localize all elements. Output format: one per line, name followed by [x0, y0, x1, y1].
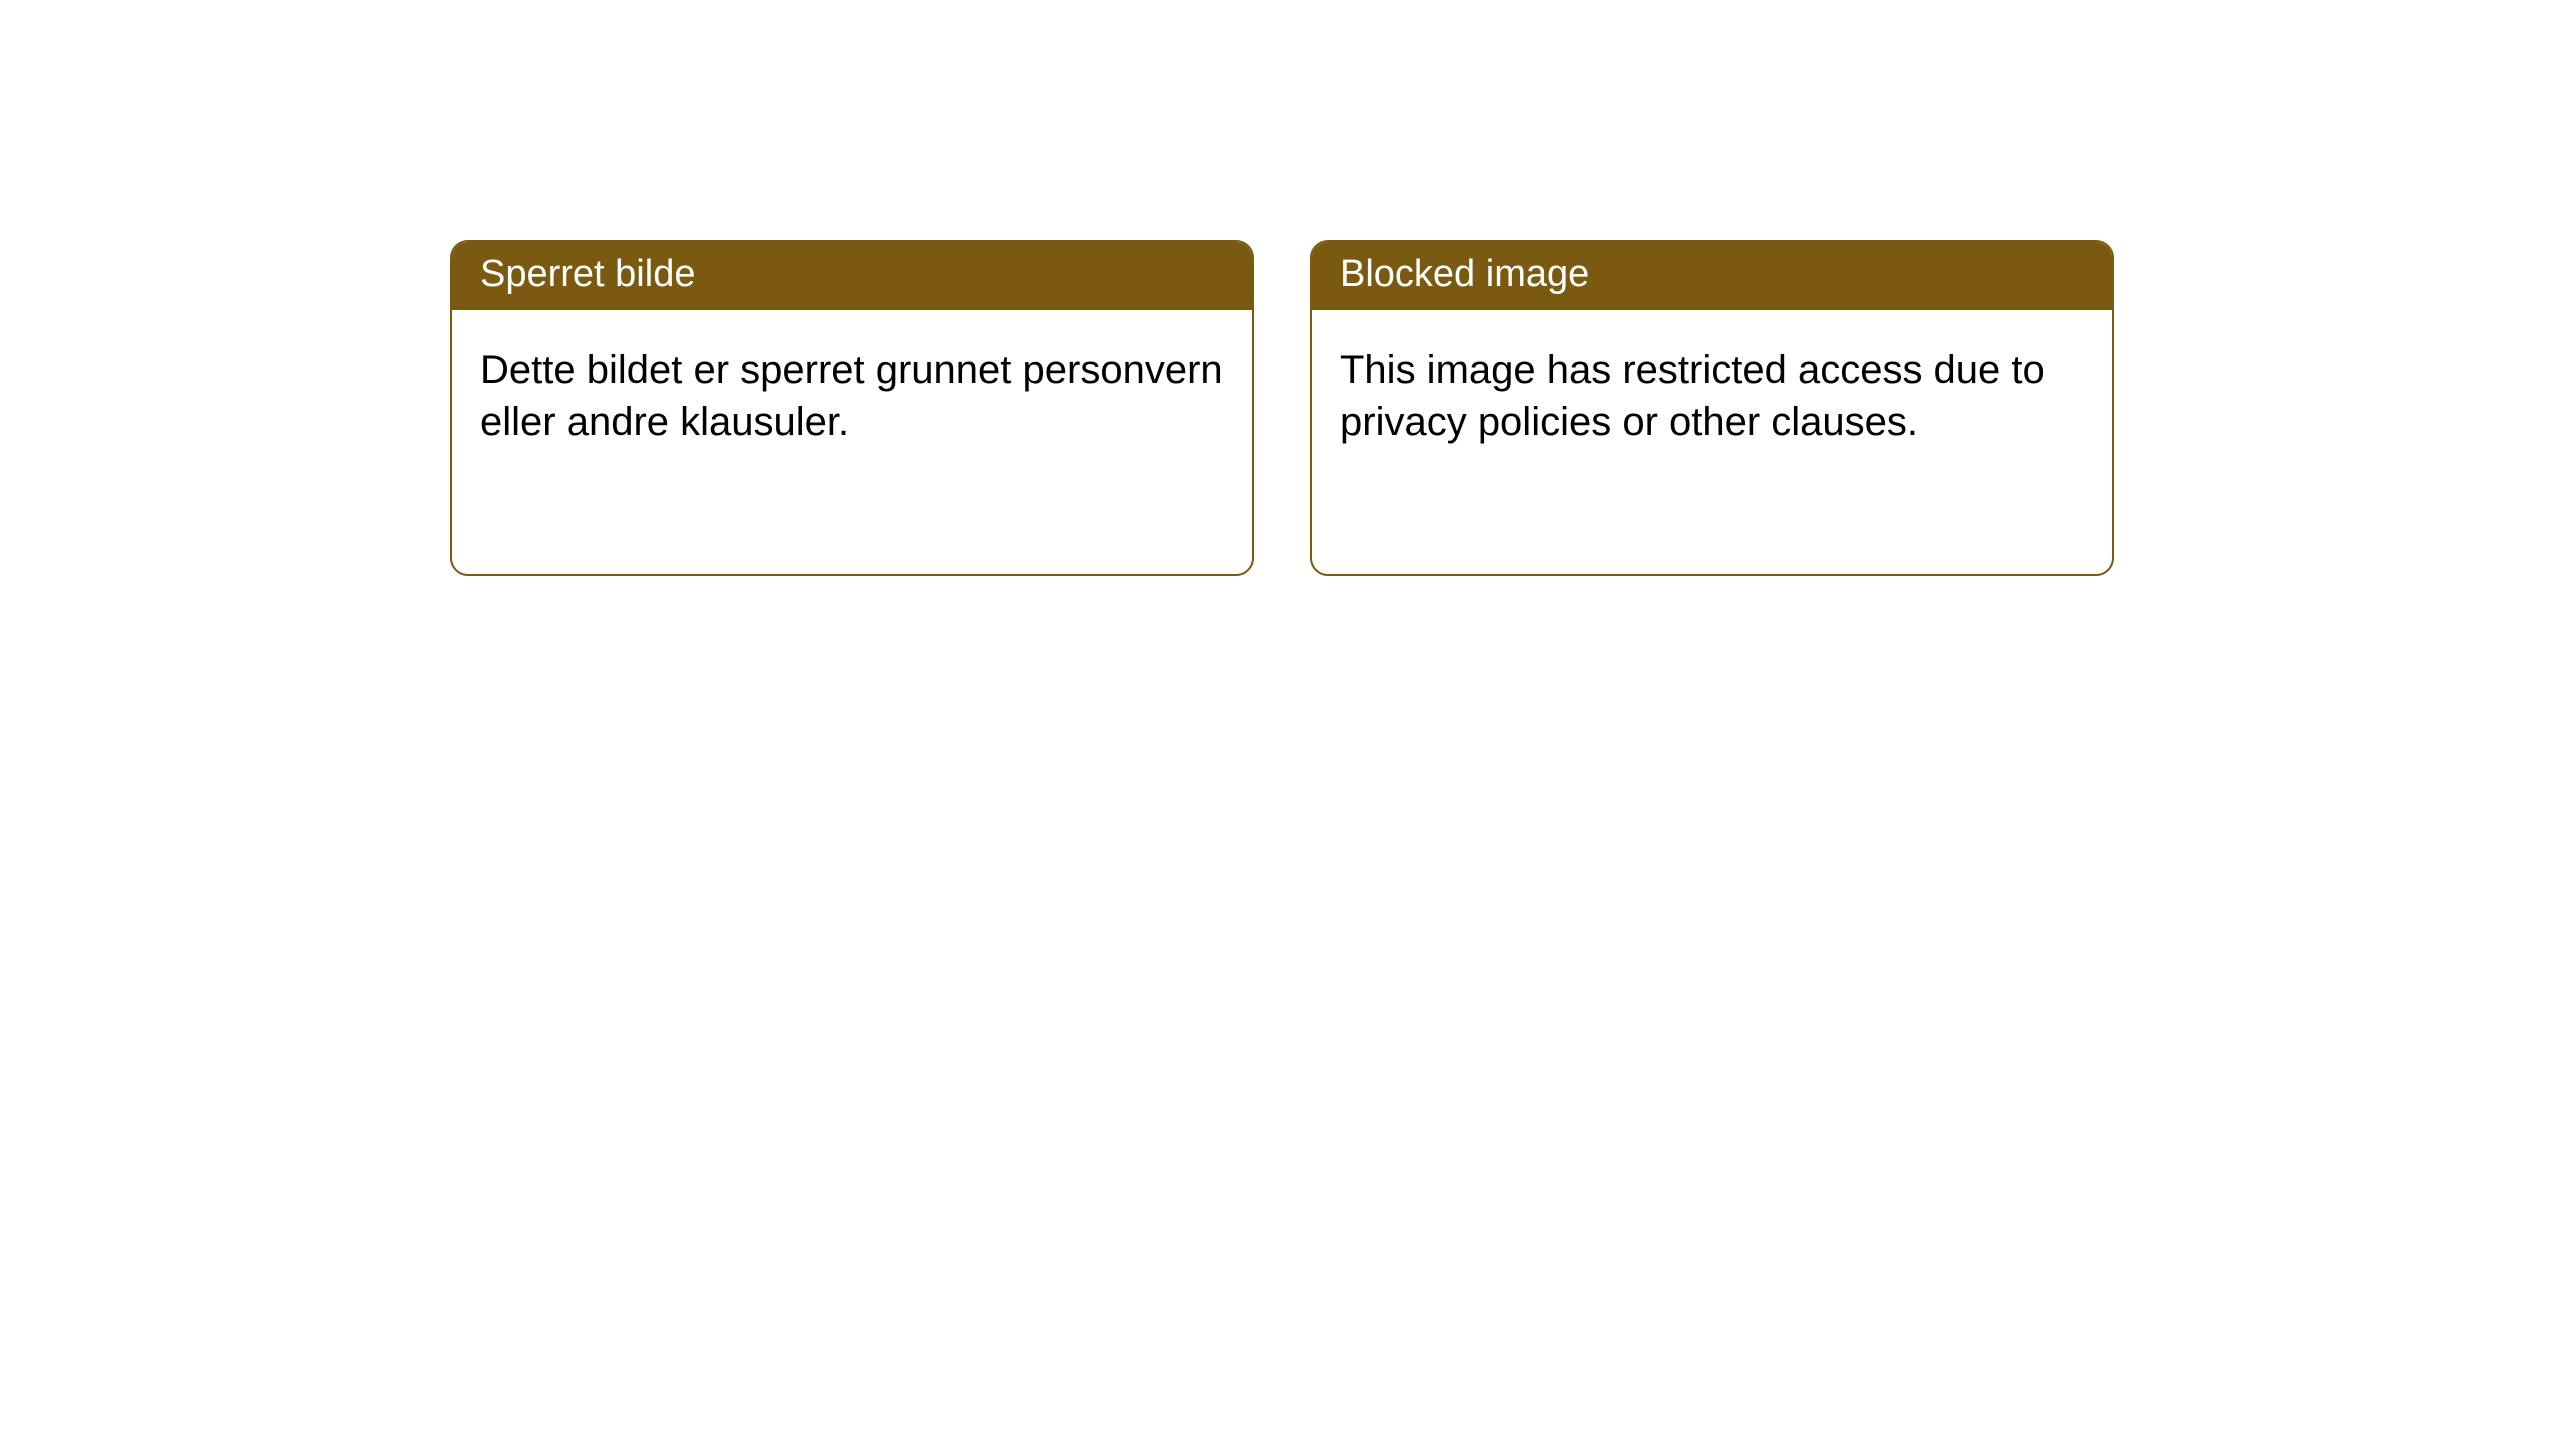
- panel-header-en: Blocked image: [1312, 242, 2112, 310]
- panel-body-no: Dette bildet er sperret grunnet personve…: [452, 310, 1252, 476]
- panels-container: Sperret bilde Dette bildet er sperret gr…: [450, 240, 2114, 576]
- blocked-image-panel-no: Sperret bilde Dette bildet er sperret gr…: [450, 240, 1254, 576]
- panel-header-no: Sperret bilde: [452, 242, 1252, 310]
- panel-body-en: This image has restricted access due to …: [1312, 310, 2112, 476]
- blocked-image-panel-en: Blocked image This image has restricted …: [1310, 240, 2114, 576]
